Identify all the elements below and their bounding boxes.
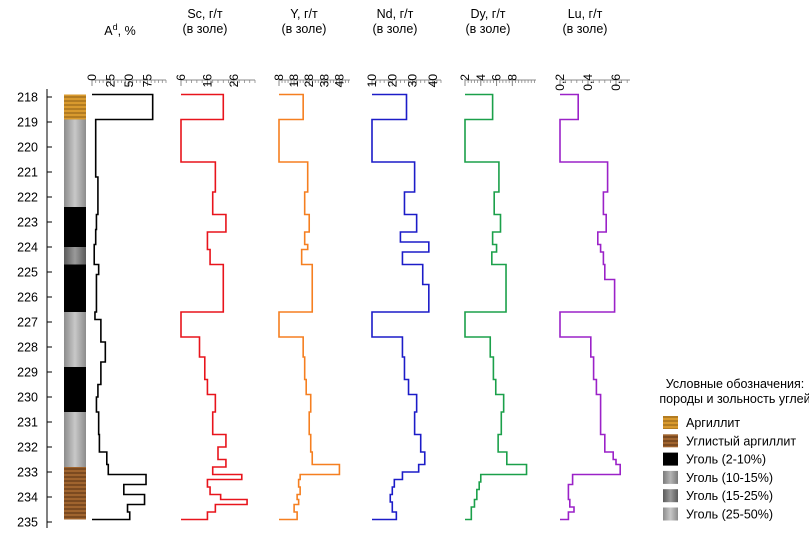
panel-subtitle: (в золе) [563,22,608,36]
lithology-segment-coal_25_50 [64,312,86,367]
x-tick-label: 38 [317,74,331,88]
legend-label: Уголь (2-10%) [686,453,766,467]
panel-title: Sc, г/т [187,7,223,21]
lithology-segment-carb_argillite [64,467,86,520]
panel-subtitle: (в золе) [282,22,327,36]
panel-title: Nd, г/т [377,7,414,21]
legend-label: Аргиллит [686,416,740,430]
legend-subtitle: породы и зольность углей [659,392,809,406]
depth-tick-label: 230 [17,391,38,405]
x-tick-label: 8 [505,74,519,81]
x-tick-label: 6 [490,74,504,81]
legend-swatch-argillite [663,416,678,429]
lithology-segment-coal_25_50 [64,412,86,467]
legend-swatch-coal_25_50 [663,507,678,521]
depth-tick-label: 220 [17,141,38,155]
depth-tick-label: 233 [17,466,38,480]
x-tick-label: 18 [287,74,301,88]
legend: Условные обозначения:породы и зольность … [659,377,809,522]
lithology-segment-coal_2_10 [64,207,86,247]
depth-tick-label: 228 [17,341,38,355]
depth-tick-label: 229 [17,366,38,380]
x-tick-label: 4 [474,74,488,81]
series-line-Sc [180,93,248,521]
depth-tick-label: 219 [17,116,38,130]
legend-label: Уголь (15-25%) [686,489,773,503]
panel-title: Y, г/т [290,7,318,21]
x-tick-label: 20 [385,74,399,88]
depth-tick-label: 225 [17,266,38,280]
legend-swatch-coal_10_15 [663,470,678,484]
x-tick-label: 6 [174,74,188,81]
lithology-segment-argillite [64,94,86,120]
panel-Nd: Nd, г/т(в золе) 10 20 30 40 [365,7,442,521]
x-tick-label: 25 [104,74,118,88]
panel-ash: Ad, % 0 25 50 75 [85,22,167,521]
x-tick-label: 8 [272,74,286,81]
depth-tick-label: 227 [17,316,38,330]
depth-tick-label: 231 [17,416,38,430]
x-tick-label: 2 [458,74,472,81]
depth-tick-label: 226 [17,291,38,305]
depth-tick-label: 218 [17,91,38,105]
panel-Lu: Lu, г/т(в золе) 0,2 0,4 0,6 [553,7,630,521]
depth-tick-label: 221 [17,166,38,180]
x-tick-label: 30 [406,74,420,88]
series-line-Y [278,93,341,521]
panel-subtitle: (в золе) [466,22,511,36]
legend-label: Углистый аргиллит [686,434,796,448]
lithology-column [64,94,86,520]
panel-title-sup: d [113,22,118,32]
x-tick-label: 40 [426,74,440,88]
x-tick-label: 26 [227,74,241,88]
depth-tick-label: 234 [17,491,38,505]
legend-label: Уголь (10-15%) [686,471,773,485]
legend-title: Условные обозначения: [666,377,805,391]
panel-Y: Y, г/т(в золе) 8 18 28 38 48 [272,7,350,521]
depth-tick-label: 235 [17,516,38,530]
depth-tick-label: 224 [17,241,38,255]
legend-swatch-coal_2_10 [663,452,678,466]
x-tick-label: 10 [365,74,379,88]
series-line-ash [92,93,154,521]
series-line-Nd [371,93,430,521]
x-tick-label: 50 [122,74,136,88]
x-tick-label: 48 [332,74,346,88]
lithology-segment-coal_2_10 [64,264,86,312]
depth-axis: 218 219 220 221 222 223 224 225 226 227 228 229 230 2… [17,89,52,530]
x-tick-label: 28 [302,74,316,88]
depth-tick-label: 232 [17,441,38,455]
lithology-segment-coal_15_25 [64,247,86,265]
legend-swatch-coal_15_25 [663,489,678,503]
legend-swatch-carb_argillite [663,434,678,448]
panel-subtitle: (в золе) [373,22,418,36]
x-tick-label: 75 [141,74,155,88]
lithology-segment-coal_2_10 [64,367,86,412]
panel-Sc: Sc, г/т(в золе) 6 16 26 [174,7,256,521]
x-tick-label: 0,4 [581,74,595,91]
lithology-segment-coal_25_50 [64,119,86,207]
x-tick-label: 16 [200,74,214,88]
x-tick-label: 0,2 [553,74,567,91]
x-tick-label: 0,6 [609,74,623,91]
panel-title: Dy, г/т [470,7,505,21]
series-line-Dy [464,93,528,521]
panel-title-rest: , % [118,24,136,38]
x-tick-label: 0 [85,74,99,81]
panel-title: Ad, % [104,22,135,38]
panel-Dy: Dy, г/т(в золе) 2 4 6 8 [458,7,536,521]
panel-title: Lu, г/т [568,7,603,21]
series-line-Lu [559,93,621,521]
depth-tick-label: 222 [17,191,38,205]
panel-subtitle: (в золе) [183,22,228,36]
depth-tick-label: 223 [17,216,38,230]
legend-label: Уголь (25-50%) [686,508,773,522]
